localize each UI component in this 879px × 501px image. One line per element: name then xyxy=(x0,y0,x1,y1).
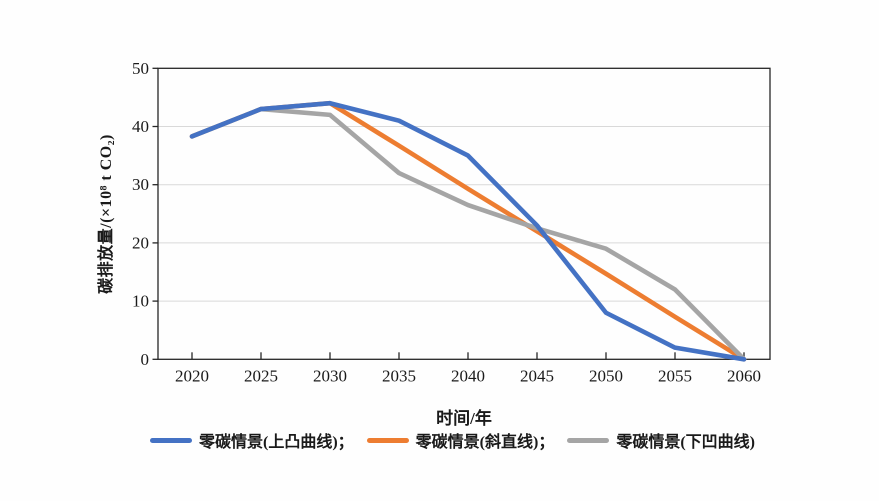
x-tick-label: 2050 xyxy=(589,366,623,385)
x-axis-title: 时间/年 xyxy=(436,409,492,428)
x-tick-label: 2060 xyxy=(727,366,761,385)
legend-label: 零碳情景(上凸曲线)； xyxy=(199,434,354,451)
plot-border xyxy=(157,67,771,360)
legend: 零碳情景(上凸曲线)； 零碳情景(斜直线)； 零碳情景(下凹曲线) xyxy=(150,428,755,452)
y-axis-title: 碳排放量/(×10⁸ t CO₂) xyxy=(98,134,115,294)
x-tick-label: 2025 xyxy=(244,366,278,385)
series-line-straight-orange xyxy=(189,100,747,362)
legend-item-convex: 零碳情景(上凸曲线)； xyxy=(150,428,354,452)
legend-item-concave: 零碳情景(下凹曲线) xyxy=(567,428,755,452)
y-tick-label: 0 xyxy=(141,350,150,369)
legend-label: 零碳情景(下凹曲线) xyxy=(616,434,756,451)
y-tick-label: 20 xyxy=(132,233,149,252)
series-line-convex-blue xyxy=(189,100,747,362)
legend-item-straight: 零碳情景(斜直线)； xyxy=(366,428,555,452)
x-tick-label: 2035 xyxy=(382,366,416,385)
x-tick-label: 2040 xyxy=(451,366,485,385)
x-tick-label: 2020 xyxy=(175,366,209,385)
y-tick-label: 30 xyxy=(132,175,149,194)
y-tick-label: 10 xyxy=(132,292,149,311)
x-tick-label: 2045 xyxy=(520,366,554,385)
series-line-concave-gray xyxy=(189,106,747,362)
legend-label: 零碳情景(斜直线)； xyxy=(415,434,555,451)
x-tick-label: 2030 xyxy=(313,366,347,385)
y-tick-label: 50 xyxy=(132,59,149,78)
legend-line-swatch-blue xyxy=(150,437,192,443)
legend-line-swatch-orange xyxy=(366,437,409,443)
legend-line-swatch-gray xyxy=(567,437,610,443)
y-tick-label: 40 xyxy=(132,117,149,136)
x-tick-label: 2055 xyxy=(658,366,692,385)
